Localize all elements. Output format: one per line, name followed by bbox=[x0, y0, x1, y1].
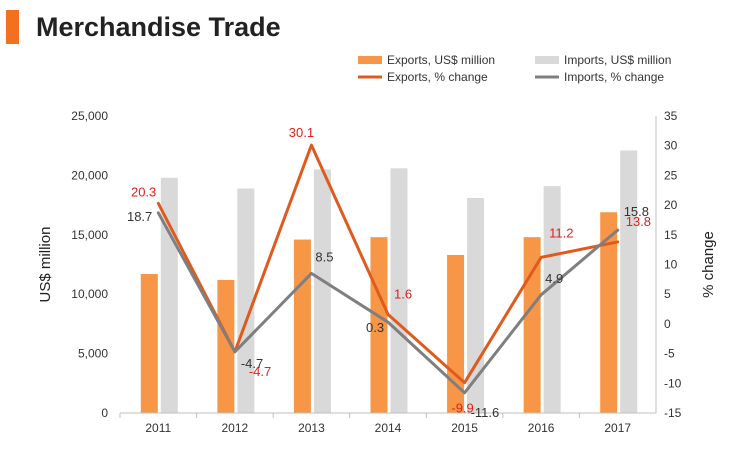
imports-change-label-2013: 8.5 bbox=[315, 249, 333, 264]
x-tick-label: 2011 bbox=[145, 421, 171, 435]
right-tick-label: -15 bbox=[664, 406, 682, 420]
legend-item: Exports, US$ million bbox=[358, 53, 495, 67]
bars-layer bbox=[140, 150, 638, 413]
x-tick-label: 2015 bbox=[451, 421, 478, 435]
bar-exports-2013 bbox=[293, 239, 311, 413]
right-tick-label: 0 bbox=[664, 317, 671, 331]
left-tick-label: 10,000 bbox=[71, 287, 108, 301]
bar-imports-2016 bbox=[543, 186, 561, 413]
x-tick-label: 2013 bbox=[298, 421, 325, 435]
left-axis-title: US$ million bbox=[37, 227, 54, 303]
right-tick-label: -5 bbox=[664, 347, 675, 361]
bar-exports-2012 bbox=[217, 279, 235, 413]
bar-exports-2014 bbox=[370, 237, 388, 413]
axes-layer: 0 5,000 10,000 15,000 20,000 25,000 -15 -10 -5 0 5… bbox=[37, 109, 717, 435]
bar-imports-2014 bbox=[390, 168, 408, 413]
x-tick-label: 2017 bbox=[604, 421, 631, 435]
legend-label: Exports, US$ million bbox=[387, 53, 495, 67]
legend-label: Imports, US$ million bbox=[564, 53, 671, 67]
imports-change-line bbox=[156, 211, 620, 395]
exports-change-label-2017: 13.8 bbox=[626, 214, 651, 229]
bar-imports-2013 bbox=[313, 169, 331, 413]
right-axis-title: % change bbox=[700, 231, 717, 298]
right-tick-label: 25 bbox=[664, 168, 678, 182]
bar-exports-2011 bbox=[140, 274, 158, 413]
exports-change-label-2014: 1.6 bbox=[394, 286, 412, 301]
data-labels-layer: 20.3 -4.7 30.1 1.6 -9.9 11.2 13.8 18.7 -4.7 8.5 0.… bbox=[127, 125, 651, 420]
legend-swatch bbox=[535, 56, 559, 64]
lines-layer bbox=[156, 143, 620, 395]
legend: Exports, US$ million Imports, US$ million… bbox=[358, 53, 671, 84]
title-accent-bar bbox=[6, 10, 19, 44]
left-tick-label: 5,000 bbox=[78, 347, 108, 361]
legend-item: Exports, % change bbox=[358, 70, 488, 84]
imports-change-label-2012: -4.7 bbox=[241, 356, 263, 371]
exports-change-label-2013: 30.1 bbox=[289, 125, 314, 140]
imports-change-label-2011: 18.7 bbox=[127, 209, 152, 224]
legend-item: Imports, US$ million bbox=[535, 53, 671, 67]
imports-change-label-2015: -11.6 bbox=[471, 405, 500, 420]
left-tick-label: 15,000 bbox=[71, 228, 108, 242]
legend-label: Imports, % change bbox=[564, 70, 664, 84]
exports-change-label-2016: 11.2 bbox=[549, 225, 573, 240]
left-tick-label: 0 bbox=[101, 406, 108, 420]
exports-change-label-2012: -4.7 bbox=[249, 364, 271, 379]
exports-change-label-2015: -9.9 bbox=[451, 401, 473, 416]
bar-imports-2012 bbox=[237, 188, 255, 413]
right-tick-label: -10 bbox=[664, 376, 682, 390]
legend-label: Exports, % change bbox=[387, 70, 488, 84]
right-tick-label: 20 bbox=[664, 198, 678, 212]
page-title: Merchandise Trade bbox=[36, 12, 281, 42]
right-tick-label: 35 bbox=[664, 109, 678, 123]
bar-exports-2017 bbox=[600, 212, 618, 413]
right-tick-label: 5 bbox=[664, 287, 671, 301]
imports-change-label-2016: 4.9 bbox=[545, 271, 563, 286]
exports-change-label-2011: 20.3 bbox=[131, 184, 156, 199]
right-tick-label: 30 bbox=[664, 139, 678, 153]
bar-imports-2011 bbox=[160, 177, 178, 413]
right-tick-label: 15 bbox=[664, 228, 678, 242]
right-tick-label: 10 bbox=[664, 258, 678, 272]
bar-exports-2015 bbox=[447, 254, 465, 413]
left-tick-label: 20,000 bbox=[71, 168, 108, 182]
legend-swatch bbox=[358, 56, 382, 64]
x-tick-label: 2016 bbox=[528, 421, 555, 435]
imports-change-label-2014: 0.3 bbox=[366, 320, 384, 335]
imports-change-label-2017: 15.8 bbox=[624, 204, 649, 219]
x-tick-label: 2012 bbox=[222, 421, 249, 435]
x-tick-label: 2014 bbox=[375, 421, 402, 435]
legend-item: Imports, % change bbox=[535, 70, 664, 84]
bar-imports-2017 bbox=[620, 150, 638, 413]
left-tick-label: 25,000 bbox=[71, 109, 108, 123]
